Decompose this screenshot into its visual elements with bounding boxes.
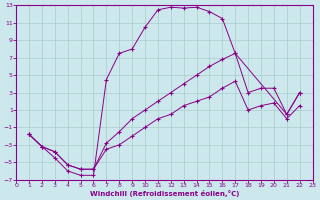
X-axis label: Windchill (Refroidissement éolien,°C): Windchill (Refroidissement éolien,°C) (90, 190, 239, 197)
